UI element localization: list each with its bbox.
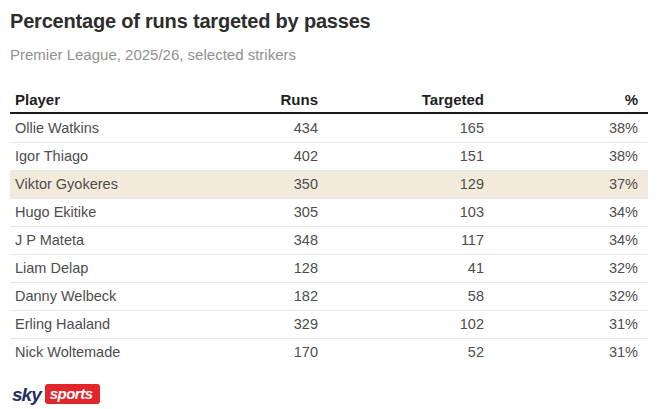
cell-targeted: 102 — [318, 311, 484, 338]
cell-percent: 31% — [484, 339, 648, 366]
column-header-targeted: Targeted — [318, 89, 484, 111]
table-row: Nick Woltemade 170 52 31% — [10, 338, 648, 366]
cell-runs: 170 — [188, 339, 318, 366]
table-header-row: Player Runs Targeted % — [10, 89, 648, 114]
cell-percent: 32% — [484, 255, 648, 282]
sky-sports-logo: sky sports — [12, 384, 100, 404]
cell-runs: 182 — [188, 283, 318, 310]
cell-targeted: 117 — [318, 227, 484, 254]
cell-runs: 305 — [188, 199, 318, 226]
cell-percent: 34% — [484, 199, 648, 226]
cell-player: Danny Welbeck — [10, 283, 188, 310]
cell-player: Nick Woltemade — [10, 339, 188, 366]
sports-logo-badge: sports — [45, 384, 100, 404]
table-body: Ollie Watkins 434 165 38% Igor Thiago 40… — [10, 114, 648, 366]
page-title: Percentage of runs targeted by passes — [0, 0, 660, 33]
cell-runs: 434 — [188, 115, 318, 142]
cell-targeted: 129 — [318, 171, 484, 198]
cell-percent: 34% — [484, 227, 648, 254]
table-row: Danny Welbeck 182 58 32% — [10, 282, 648, 310]
cell-percent: 31% — [484, 311, 648, 338]
cell-targeted: 41 — [318, 255, 484, 282]
cell-percent: 32% — [484, 283, 648, 310]
stats-table: Player Runs Targeted % Ollie Watkins 434… — [10, 89, 648, 366]
cell-targeted: 103 — [318, 199, 484, 226]
table-row: Igor Thiago 402 151 38% — [10, 142, 648, 170]
table-row: Hugo Ekitike 305 103 34% — [10, 198, 648, 226]
table-row: J P Mateta 348 117 34% — [10, 226, 648, 254]
cell-runs: 329 — [188, 311, 318, 338]
cell-player: J P Mateta — [10, 227, 188, 254]
table-row: Erling Haaland 329 102 31% — [10, 310, 648, 338]
cell-runs: 350 — [188, 171, 318, 198]
table-row: Ollie Watkins 434 165 38% — [10, 114, 648, 142]
table-row: Viktor Gyokeres 350 129 37% — [10, 170, 648, 198]
cell-targeted: 151 — [318, 143, 484, 170]
page: Percentage of runs targeted by passes Pr… — [0, 0, 660, 409]
cell-targeted: 58 — [318, 283, 484, 310]
footer: sky sports — [12, 384, 100, 404]
cell-percent: 38% — [484, 115, 648, 142]
column-header-runs: Runs — [188, 89, 318, 111]
cell-targeted: 165 — [318, 115, 484, 142]
column-header-player: Player — [10, 89, 188, 111]
cell-runs: 402 — [188, 143, 318, 170]
page-subtitle: Premier League, 2025/26, selected strike… — [0, 33, 660, 63]
cell-player: Ollie Watkins — [10, 115, 188, 142]
sky-logo-text: sky — [12, 385, 41, 404]
column-header-percent: % — [484, 89, 648, 111]
cell-player: Viktor Gyokeres — [10, 171, 188, 198]
cell-player: Igor Thiago — [10, 143, 188, 170]
cell-player: Erling Haaland — [10, 311, 188, 338]
cell-runs: 348 — [188, 227, 318, 254]
cell-runs: 128 — [188, 255, 318, 282]
cell-percent: 38% — [484, 143, 648, 170]
cell-percent: 37% — [484, 171, 648, 198]
table-row: Liam Delap 128 41 32% — [10, 254, 648, 282]
cell-player: Liam Delap — [10, 255, 188, 282]
cell-player: Hugo Ekitike — [10, 199, 188, 226]
cell-targeted: 52 — [318, 339, 484, 366]
